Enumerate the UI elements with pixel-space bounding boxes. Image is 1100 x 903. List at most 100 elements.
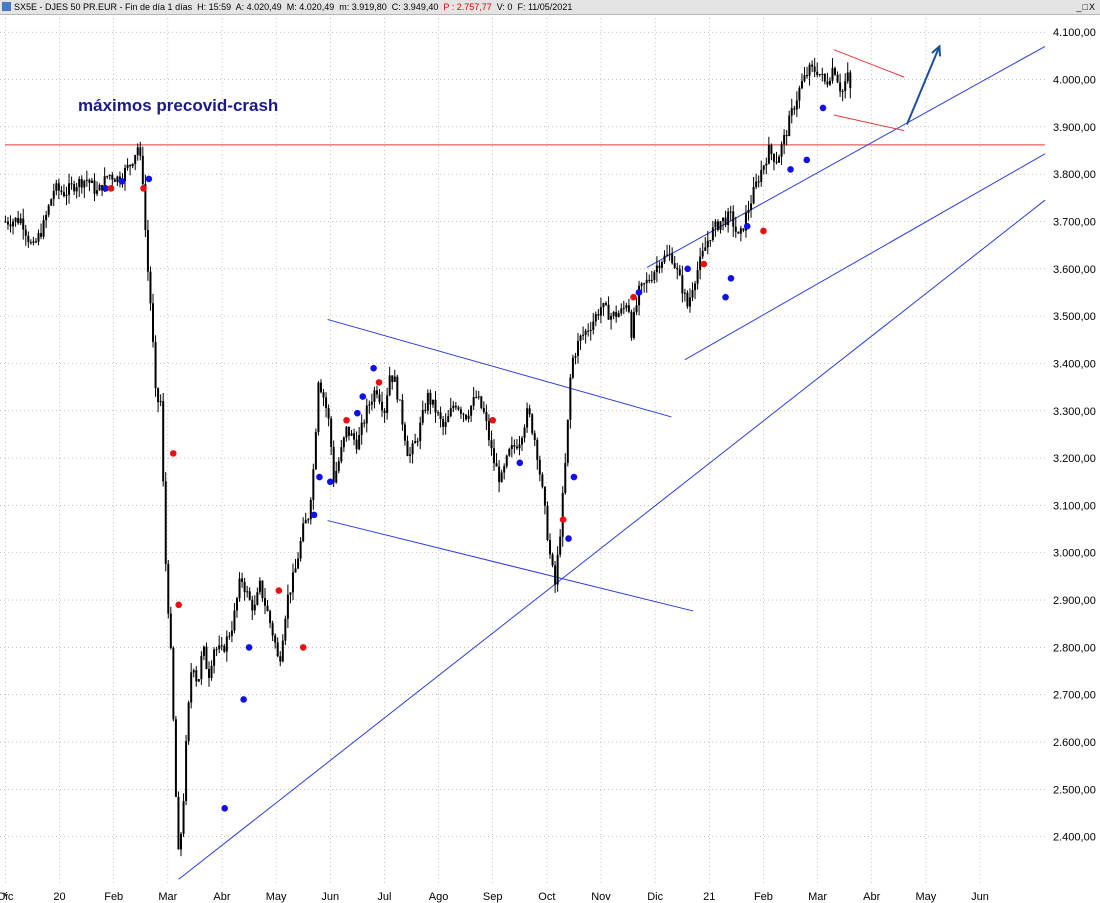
price-body [215,649,218,651]
price-body [180,833,183,850]
title-m: M: 4.020,49 [286,2,335,12]
price-body [29,242,32,244]
signal-dot-blue [743,222,751,230]
price-body [747,210,750,213]
price-body [12,221,15,227]
price-body [495,463,498,467]
price-body [294,568,297,573]
price-body [770,145,773,154]
price-body [714,221,717,228]
price-body [139,147,142,156]
price-body [477,396,480,398]
price-body [9,224,12,227]
price-body [704,247,707,251]
price-body [154,341,157,389]
price-body [775,161,778,163]
price-body [462,413,465,415]
price-body [541,474,544,487]
price-body [22,218,25,230]
price-body [429,392,432,405]
price-body [55,183,58,191]
trendline [178,199,1046,880]
signal-dot-blue [727,274,735,282]
signal-dot-blue [221,804,229,812]
price-body [421,409,424,423]
price-body [765,163,768,166]
price-body [620,308,623,314]
price-body [388,375,391,396]
price-body [503,466,506,473]
price-body [622,307,625,309]
signal-dot-blue [359,393,367,400]
price-body [131,163,134,167]
x-tick-label: Ago [429,891,449,903]
price-body [241,578,244,582]
x-tick-label: 20 [53,891,65,903]
x-tick-label: Jun [971,891,989,903]
x-tick-label: Mar [808,891,827,903]
title-symbol: SX5E - DJES 50 PR.EUR - Fin de día 1 día… [14,2,193,12]
y-tick-label: 2.500,00 [1053,784,1096,796]
price-body [487,421,490,441]
price-body [45,215,48,221]
price-body [767,145,770,164]
price-body [831,68,834,81]
price-body [103,176,106,191]
signal-dot-blue [354,409,361,417]
price-body [459,409,462,414]
price-body [406,440,409,456]
y-tick-label: 4.100,00 [1053,27,1096,39]
price-body [482,408,485,412]
price-body [806,75,809,77]
title-v: V: 0 [496,2,513,12]
price-body [279,656,282,662]
title-h: H: 15:59 [197,2,232,12]
price-body [454,405,457,408]
x-tick-label: Dic [0,891,14,903]
price-body [106,176,109,178]
price-body [40,233,43,237]
price-body [383,410,386,413]
price-body [722,217,725,222]
price-body [93,180,96,194]
signal-dot-blue [145,175,153,183]
signal-dot-red [760,227,767,235]
price-body [136,147,139,156]
signal-dot-blue [635,289,643,296]
price-body [490,440,493,449]
x-tick-label: Dic [647,891,663,903]
price-body [818,74,821,76]
price-body [625,305,628,308]
price-body [727,211,730,226]
signal-dot-blue [245,644,253,651]
price-body [24,229,27,236]
price-body [589,329,592,331]
price-body [284,618,287,641]
signal-dot-blue [565,535,572,542]
price-body [14,217,17,222]
scroll-left-icon[interactable]: ► [2,890,10,899]
price-body [688,297,691,307]
x-tick-label: Mar [158,891,177,903]
price-body [485,411,488,422]
price-body [778,156,781,163]
signal-dot-blue [240,696,247,703]
window-controls[interactable]: _□X [1076,2,1096,12]
price-body [363,422,366,424]
price-body [500,472,503,483]
price-body [480,396,483,409]
price-body [457,407,460,410]
price-body [788,115,791,137]
signal-dot-blue [370,364,377,372]
price-body [401,399,404,425]
price-body [202,646,205,656]
price-body [350,433,353,436]
price-body [671,253,674,264]
price-body [543,486,546,506]
price-body [403,424,406,441]
price-body [111,174,114,180]
price-body [335,470,338,483]
price-body [571,357,574,378]
signal-dot-blue [570,473,578,481]
signal-dot-red [700,260,708,268]
